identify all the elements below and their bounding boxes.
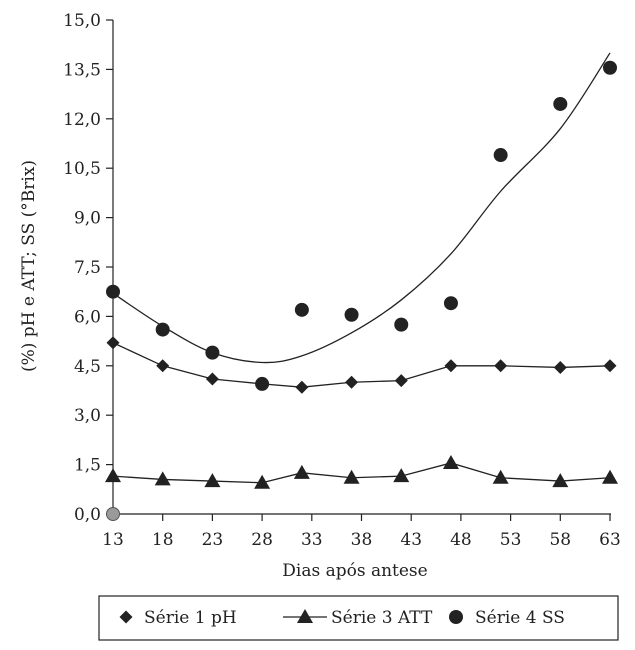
y-tick-label: 9,0: [74, 209, 101, 229]
y-tick-label: 15,0: [63, 11, 101, 31]
legend-marker-triangle: [297, 609, 313, 623]
origin-point: [106, 507, 120, 521]
circle-point: [255, 376, 270, 391]
axes: [112, 20, 611, 515]
plot-area: [105, 52, 618, 521]
diamond-point: [444, 359, 458, 373]
circle-point: [155, 322, 170, 337]
legend: Série 1 pH Série 3 ATT Série 4 SS: [98, 595, 619, 641]
series-4: [112, 52, 611, 364]
x-tick-label: 23: [202, 530, 224, 550]
triangle-point: [204, 473, 221, 488]
diamond-point: [345, 375, 359, 389]
legend-label: Série 4 SS: [475, 608, 565, 628]
x-tick-label: 63: [599, 530, 621, 550]
legend-label: Série 3 ATT: [331, 608, 433, 628]
legend-item: Série 4 SS: [449, 608, 565, 628]
x-tick-label: 58: [549, 530, 571, 550]
trend-line: [112, 52, 611, 364]
triangle-point: [492, 469, 509, 484]
legend-marker-circle: [449, 610, 463, 624]
y-tick-label: 7,5: [74, 258, 101, 278]
y-tick-label: 1,5: [74, 456, 101, 476]
legend-label: Série 1 pH: [144, 608, 237, 628]
y-tick-label: 6,0: [74, 307, 101, 327]
triangle-point: [293, 464, 310, 479]
x-tick-label: 33: [301, 530, 323, 550]
triangle-point: [254, 474, 271, 489]
triangle-point: [154, 471, 171, 486]
circle-point: [394, 317, 409, 332]
triangle-point: [105, 468, 121, 483]
series-1: [106, 336, 617, 394]
series-line: [112, 342, 611, 388]
circle-point: [493, 148, 508, 163]
circle-point: [553, 96, 568, 111]
series-line: [112, 462, 611, 484]
diamond-point: [394, 374, 408, 388]
diamond-point: [295, 380, 309, 394]
legend-marker-diamond: [119, 610, 133, 624]
y-tick-label: 0,0: [74, 505, 101, 525]
series-2: [105, 454, 618, 489]
x-axis-title: Dias após antese: [282, 561, 427, 581]
triangle-point: [602, 469, 618, 484]
legend-item: Série 1 pH: [119, 608, 237, 628]
y-axis-title: (%) pH e ATT; SS (°Brix): [19, 160, 39, 372]
y-tick-label: 12,0: [63, 110, 101, 130]
diamond-point: [553, 360, 567, 374]
x-tick-label: 13: [102, 530, 124, 550]
triangle-point: [442, 454, 459, 469]
legend-item: Série 3 ATT: [283, 608, 433, 628]
x-tick-label: 38: [351, 530, 373, 550]
y-tick-label: 4,5: [74, 357, 101, 377]
circle-point: [294, 302, 309, 317]
x-tick-label: 43: [400, 530, 422, 550]
diamond-point: [156, 359, 170, 373]
y-tick-label: 10,5: [63, 159, 101, 179]
y-tick-label: 3,0: [74, 406, 101, 426]
x-tick-label: 53: [500, 530, 522, 550]
diamond-point: [205, 372, 219, 386]
diamond-point: [106, 336, 120, 350]
triangle-point: [393, 468, 410, 483]
legend-box: [98, 595, 619, 641]
diamond-point: [494, 359, 508, 373]
ticks: 0,0 1,5 3,0 4,5 6,0 7,5 9,0 10,5 12,0 13,5 15,0 13 1…: [63, 11, 621, 550]
x-tick-label: 18: [152, 530, 174, 550]
series-3: [106, 60, 617, 391]
x-tick-label: 48: [450, 530, 472, 550]
triangle-point: [552, 473, 569, 488]
circle-point: [603, 60, 617, 75]
circle-point: [344, 307, 359, 322]
x-tick-label: 28: [251, 530, 273, 550]
circle-point: [443, 296, 458, 311]
diamond-point: [603, 359, 617, 373]
triangle-point: [343, 469, 360, 484]
y-tick-label: 13,5: [63, 60, 101, 80]
